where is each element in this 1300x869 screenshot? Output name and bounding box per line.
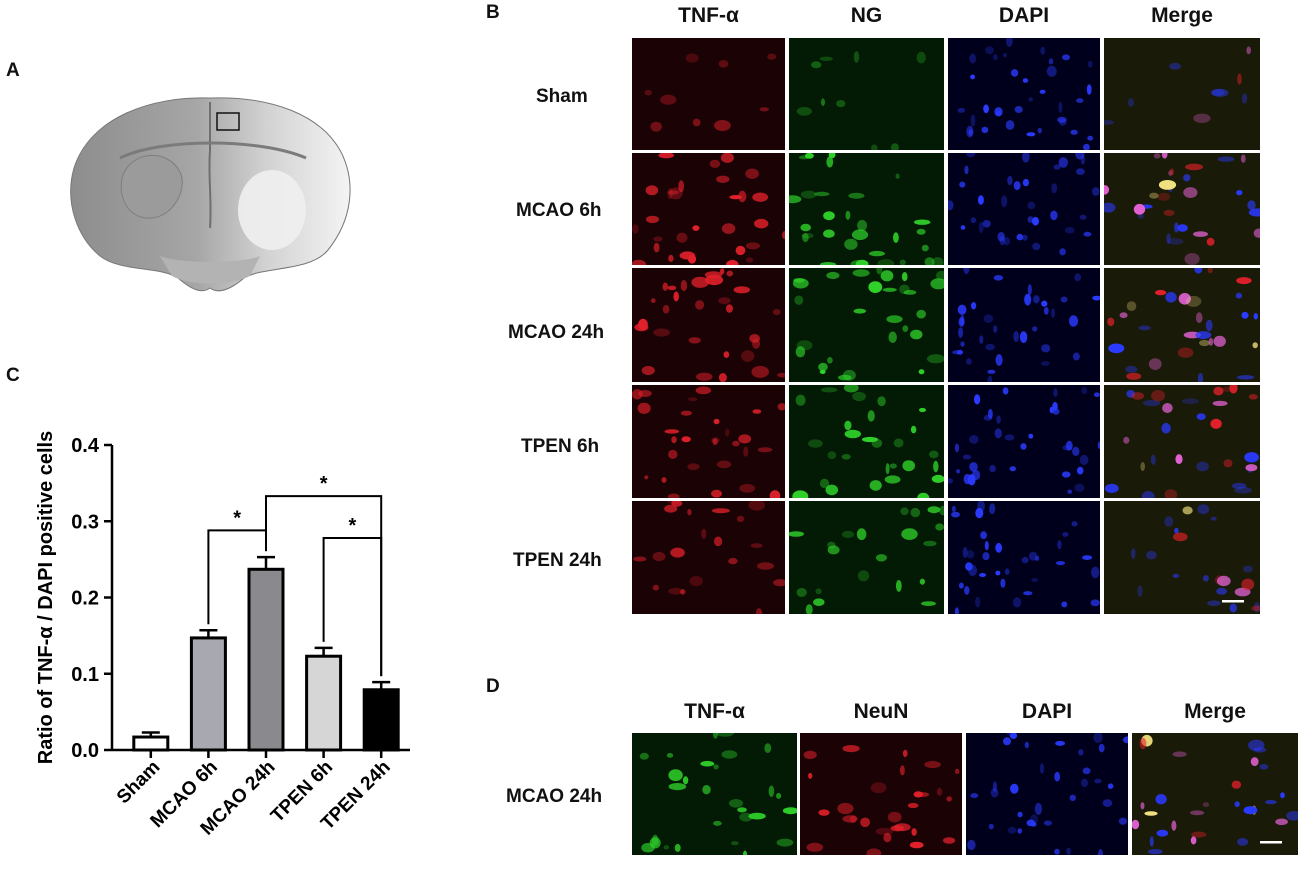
panel-d-col-neun: NeuN <box>853 700 909 723</box>
panel-d-tile-merge <box>1132 733 1298 855</box>
panel-a-letter: A <box>6 60 20 81</box>
hemisphere-divide <box>208 102 212 229</box>
panel-b-tile-tpen6-merge <box>1104 385 1260 498</box>
y-tick-label: 0.0 <box>71 740 99 762</box>
panel-d-col-dapi: DAPI <box>1021 700 1073 723</box>
bar-2 <box>247 567 285 752</box>
y-tick-label: 0.4 <box>71 435 100 457</box>
panel-b-tile-mcao6-merge <box>1104 153 1260 265</box>
panel-b-col-dapi: DAPI <box>998 4 1050 27</box>
panel-d-row-mcao24: MCAO 24h <box>506 786 603 807</box>
panel-d-letter: D <box>486 676 500 697</box>
panel-b-tile-mcao6-ng <box>789 153 944 265</box>
panel-b-tile-tpen24-tnf <box>632 501 785 614</box>
brain-section-image <box>70 97 351 292</box>
significance-label: * <box>320 473 328 495</box>
panel-d-col-tnf: TNF-α <box>684 700 745 723</box>
bar-3 <box>305 654 343 752</box>
x-tick-label: Sham <box>113 757 164 808</box>
panel-b-row-sham: Sham <box>536 86 588 107</box>
panel-b-row-mcao24: MCAO 24h <box>508 322 605 343</box>
panel-b-tile-tpen24-dapi <box>948 501 1100 614</box>
panel-b-tile-sham-tnf <box>632 38 785 150</box>
scale-bar <box>1260 841 1282 844</box>
left-ventricle <box>120 155 183 219</box>
significance-label: * <box>233 507 241 529</box>
panel-b-tile-tpen6-dapi <box>948 385 1100 498</box>
panel-d-tile-tnf <box>632 733 797 855</box>
panel-b-tile-tpen6-ng <box>789 385 944 498</box>
panel-b-col-tnf: TNF-α <box>678 4 739 27</box>
panel-b-row-tpen24: TPEN 24h <box>513 550 602 571</box>
panel-b-tile-tpen24-ng <box>789 501 944 614</box>
panel-b-letter: B <box>486 2 500 23</box>
scale-bar <box>1222 600 1244 603</box>
region-of-interest-box <box>216 112 240 131</box>
panel-b-tile-mcao24-tnf <box>632 268 785 382</box>
bar-1 <box>189 636 227 752</box>
panel-b-col-merge: Merge <box>1151 4 1213 27</box>
panel-b-tile-sham-dapi <box>948 38 1100 150</box>
bar-4 <box>362 688 400 752</box>
panel-d-col-merge: Merge <box>1184 700 1246 723</box>
corpus-callosum <box>119 141 307 160</box>
panel-d-tile-dapi <box>966 733 1128 855</box>
panel-b-tile-mcao6-tnf <box>632 153 785 265</box>
lesion-area <box>238 170 306 250</box>
significance-bracket <box>322 537 383 677</box>
significance-label: * <box>349 515 357 537</box>
y-tick-label: 0.2 <box>71 588 99 610</box>
panel-b-tile-mcao6-dapi <box>948 153 1100 265</box>
panel-d-tile-neun <box>800 733 962 855</box>
panel-b-tile-mcao24-merge <box>1104 268 1260 382</box>
panel-b-tile-sham-merge <box>1104 38 1260 150</box>
panel-b-row-tpen6: TPEN 6h <box>521 436 600 457</box>
panel-b-row-mcao6: MCAO 6h <box>516 200 602 221</box>
panel-b-tile-sham-ng <box>789 38 944 150</box>
y-tick-label: 0.3 <box>71 511 99 533</box>
brain-base <box>160 256 260 284</box>
panel-b-tile-mcao24-dapi <box>948 268 1100 382</box>
panel-b-tile-tpen6-tnf <box>632 385 785 498</box>
panel-b-tile-mcao24-ng <box>789 268 944 382</box>
y-tick-label: 0.1 <box>71 664 99 686</box>
panel-b-tile-tpen24-merge <box>1104 501 1260 614</box>
bar-0 <box>132 735 170 752</box>
bar-chart: 0.0 0.1 0.2 0.3 0.4 Ratio of TNF-α / DAPI pos… <box>35 431 410 839</box>
panel-b-col-ng: NG <box>850 4 883 27</box>
panel-c-letter: C <box>6 365 20 386</box>
y-axis-label: Ratio of TNF-α / DAPI positive cells <box>35 431 57 764</box>
